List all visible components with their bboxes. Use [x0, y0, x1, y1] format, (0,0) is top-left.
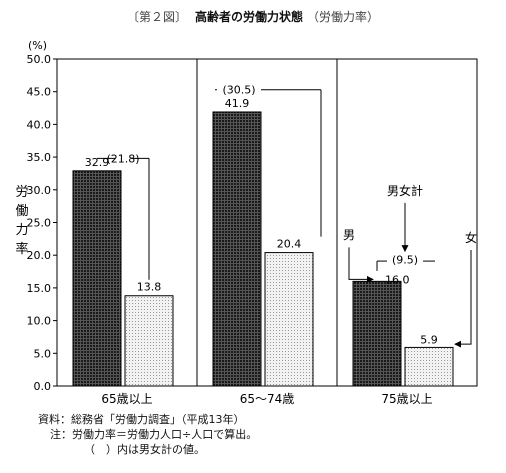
bar-women — [124, 295, 174, 387]
category-label: 75歳以上 — [381, 392, 432, 406]
bar-women — [264, 252, 314, 387]
title-sub: （労働力率） — [307, 10, 380, 24]
bar-chart: 0.0 5.0 10.0 15.0 20.0 25.0 30.0 35.0 40.0 45.0 50… — [15, 39, 478, 406]
y-axis-label-char: 力 — [15, 223, 28, 238]
source-note: 資料：総務省「労働力調査」（平成13年） — [38, 413, 245, 426]
title-main: 高齢者の労働力状態 — [194, 10, 303, 24]
total-label: (30.5) — [222, 84, 255, 97]
figure-tag: 〔第２図〕 — [126, 10, 187, 24]
value-label: 5.9 — [420, 333, 438, 346]
y-tick-label: 40.0 — [27, 118, 52, 131]
notes-block: 資料：総務省「労働力調査」（平成13年） 注：労働力率＝労働力人口÷人口で算出。… — [38, 412, 257, 457]
total-label: (21.8) — [106, 152, 139, 165]
category-label: 65～74歳 — [240, 392, 295, 406]
bar-men — [72, 170, 122, 387]
y-tick-label: 20.0 — [27, 249, 52, 262]
chart-title: 〔第２図〕 高齢者の労働力状態 （労働力率） — [0, 8, 506, 25]
y-tick-label: 5.0 — [34, 347, 52, 360]
y-axis-label-char: 働 — [15, 204, 28, 219]
value-label: 20.4 — [277, 238, 302, 251]
women-label: 女 — [465, 230, 477, 245]
note-parentheses: （ ）内は男女計の値。 — [84, 443, 205, 456]
y-unit: (%) — [28, 39, 47, 52]
men-label: 男 — [343, 228, 355, 242]
men-arrow — [348, 247, 374, 283]
y-tick-label: 45.0 — [27, 86, 52, 99]
y-tick-label: 0.0 — [34, 380, 52, 393]
women-arrow — [454, 249, 472, 348]
y-tick-label: 30.0 — [27, 184, 52, 197]
total-label: (9.5) — [392, 254, 418, 267]
y-tick-label: 50.0 — [27, 53, 52, 66]
value-label: 16.0 — [385, 273, 410, 286]
value-label: 32.9 — [85, 156, 110, 169]
total-series-label: 男女計 — [387, 183, 423, 198]
category-label: 65歳以上 — [101, 392, 152, 406]
bar-men — [212, 111, 262, 387]
y-axis-label-char: 労 — [15, 185, 28, 200]
y-tick-label: 15.0 — [27, 282, 52, 295]
y-axis-label-char: 率 — [15, 241, 28, 257]
y-tick-label: 25.0 — [27, 217, 52, 230]
bar-men — [352, 280, 402, 387]
note-formula: 注：労働力率＝労働力人口÷人口で算出。 — [50, 428, 258, 441]
value-label: 13.8 — [137, 281, 162, 294]
bar-women — [404, 346, 454, 387]
y-tick-label: 35.0 — [27, 151, 52, 164]
value-label: 41.9 — [225, 97, 250, 110]
y-tick-label: 10.0 — [27, 315, 52, 328]
